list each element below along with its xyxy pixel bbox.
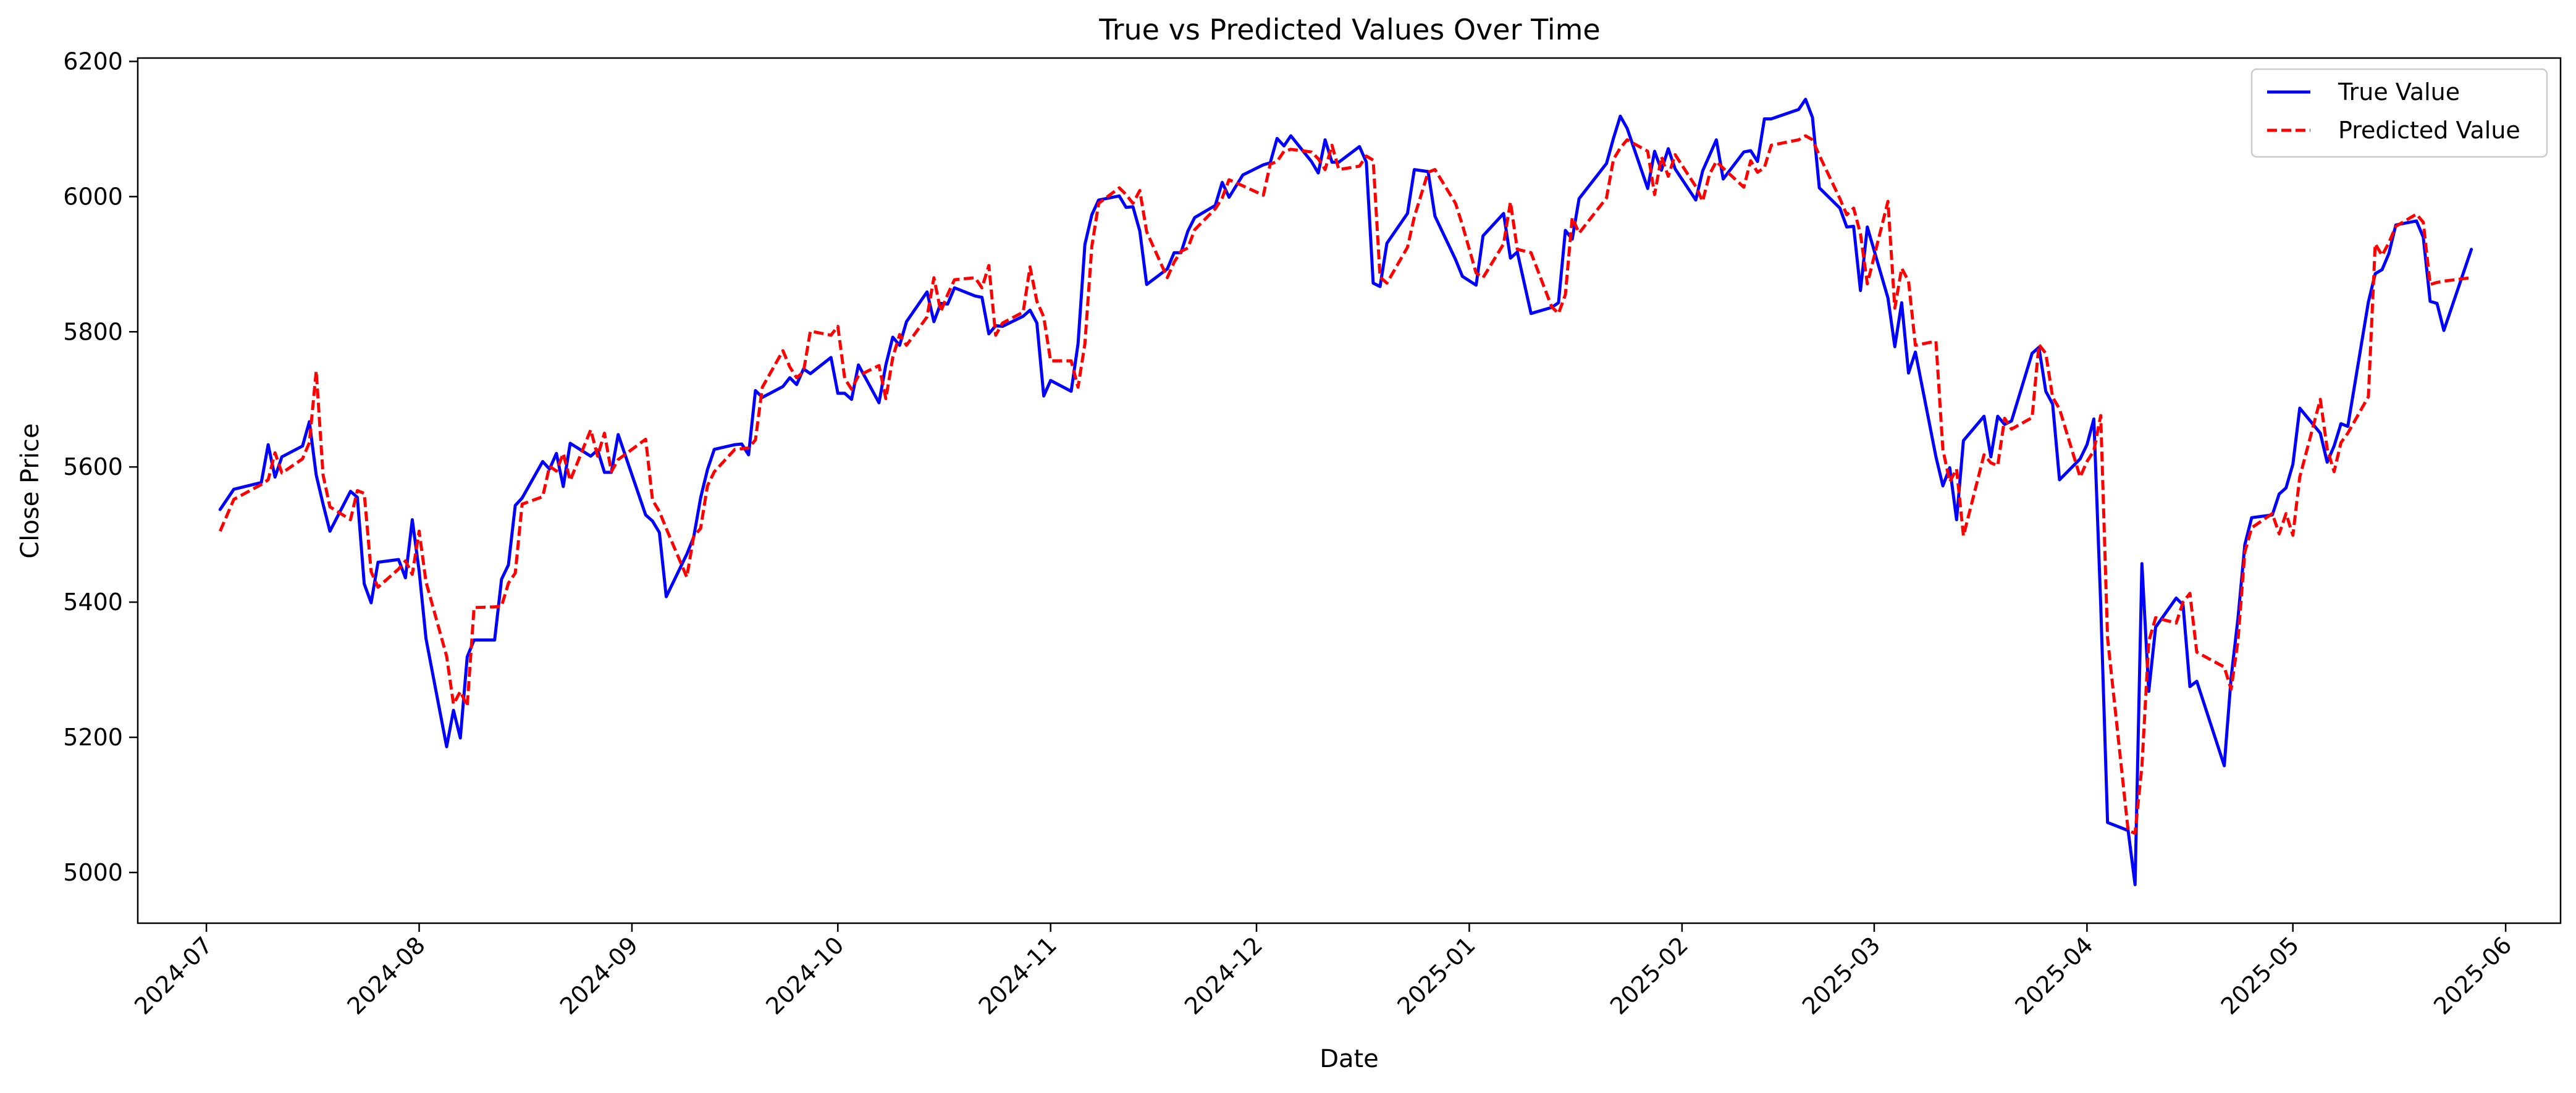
legend-label-predicted-value: Predicted Value xyxy=(2338,117,2520,144)
y-tick-label: 5600 xyxy=(63,453,123,480)
y-tick-label: 5000 xyxy=(63,859,123,886)
chart-title: True vs Predicted Values Over Time xyxy=(1098,13,1600,46)
y-tick-label: 5800 xyxy=(63,318,123,345)
y-axis: 5000 5200 5400 5600 5800 6000 6200 xyxy=(63,48,138,886)
y-tick-label: 5400 xyxy=(63,588,123,616)
plot-frame xyxy=(137,57,2562,924)
legend-frame xyxy=(2250,68,2548,158)
plot-area xyxy=(137,57,2562,924)
legend-label-true-value: True Value xyxy=(2338,78,2460,106)
y-tick-label: 6200 xyxy=(63,48,123,75)
series-lines xyxy=(218,98,2473,887)
y-tick-label: 6000 xyxy=(63,183,123,210)
legend: True Value Predicted Value xyxy=(2250,68,2548,158)
series-line-predicted-value xyxy=(219,134,2472,835)
series-line-true-value xyxy=(218,98,2473,887)
y-axis-title: Close Price xyxy=(16,423,44,558)
y-tick-label: 5200 xyxy=(63,724,123,751)
x-axis-title: Date xyxy=(1320,1045,1379,1073)
